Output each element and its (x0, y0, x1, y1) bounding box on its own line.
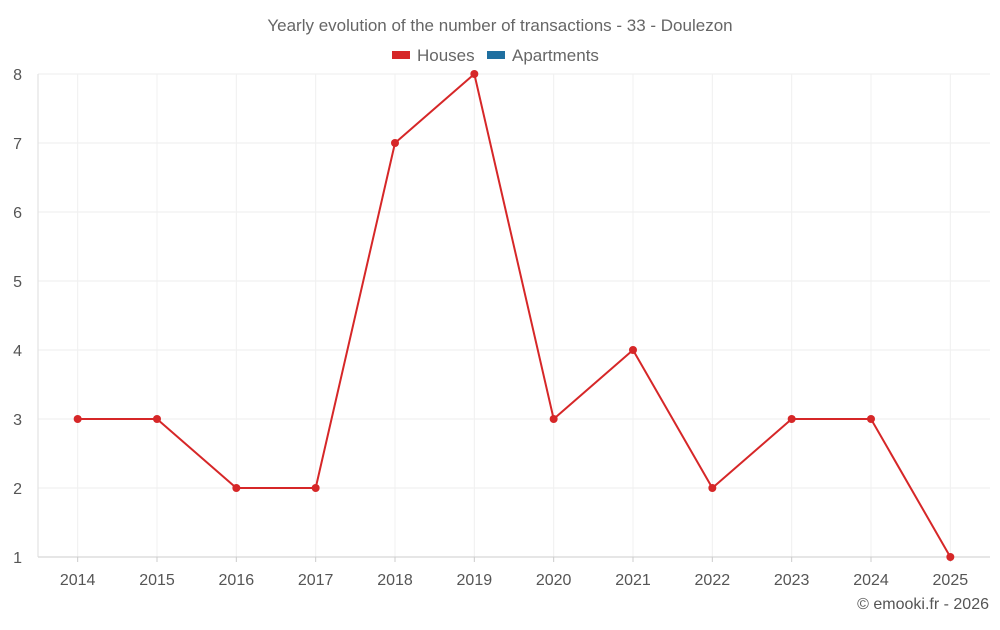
y-tick-label: 7 (13, 136, 22, 153)
y-tick-label: 1 (13, 550, 22, 567)
y-tick-label: 8 (13, 67, 22, 84)
x-tick-label: 2015 (139, 572, 175, 589)
axes (37, 74, 990, 558)
series-line-houses (77, 73, 952, 558)
legend: Houses Apartments (392, 46, 599, 65)
legend-label-houses[interactable]: Houses (417, 46, 475, 65)
x-tick-label: 2023 (774, 572, 810, 589)
data-point-houses-2015[interactable] (153, 415, 161, 423)
y-tick-label: 3 (13, 412, 22, 429)
data-point-houses-2017[interactable] (311, 484, 320, 492)
data-point-houses-2016[interactable] (232, 484, 241, 492)
grid (38, 73, 990, 557)
y-tick-label: 5 (13, 274, 22, 291)
x-tick-label: 2019 (457, 572, 493, 589)
series-lines (77, 73, 952, 558)
data-point-houses-2021[interactable] (629, 346, 637, 354)
y-tick-label: 6 (13, 205, 22, 222)
credit-text: © emooki.fr - 2026 (857, 596, 989, 613)
x-tick-label: 2017 (298, 572, 334, 589)
chart-title: Yearly evolution of the number of transa… (267, 16, 732, 35)
data-point-houses-2024[interactable] (867, 415, 875, 423)
legend-label-apartments[interactable]: Apartments (512, 46, 599, 65)
data-point-houses-2025[interactable] (946, 553, 955, 561)
data-point-houses-2023[interactable] (787, 415, 796, 423)
x-tick-label: 2022 (695, 572, 731, 589)
y-axis-ticks: 1 2 3 4 5 6 7 8 (13, 67, 22, 567)
data-point-houses-2014[interactable] (73, 415, 82, 423)
data-point-houses-2018[interactable] (391, 139, 399, 147)
x-tick-label: 2024 (853, 572, 889, 589)
x-tick-label: 2014 (60, 572, 96, 589)
data-point-houses-2019[interactable] (470, 70, 479, 78)
x-axis-ticks: 2014 2015 2016 2017 2018 2019 2020 2021 2022 2023… (60, 557, 968, 589)
x-tick-label: 2018 (377, 572, 413, 589)
x-tick-label: 2020 (536, 572, 572, 589)
y-tick-label: 4 (13, 343, 22, 360)
x-tick-label: 2021 (615, 572, 651, 589)
legend-swatch-apartments (487, 51, 505, 59)
x-tick-label: 2016 (219, 572, 255, 589)
legend-swatch-houses (392, 51, 410, 59)
series-points (73, 70, 955, 561)
y-tick-label: 2 (13, 481, 22, 498)
data-point-houses-2022[interactable] (708, 484, 717, 492)
data-point-houses-2020[interactable] (549, 415, 558, 423)
x-tick-label: 2025 (933, 572, 969, 589)
